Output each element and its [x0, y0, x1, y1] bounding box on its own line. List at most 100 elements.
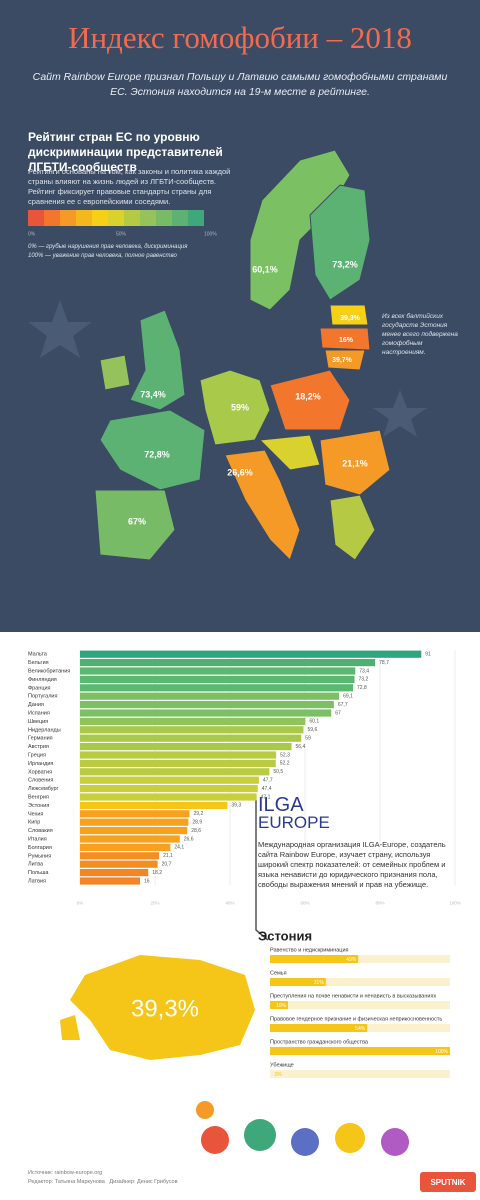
- value-label: 49%: [346, 957, 357, 963]
- value-label: 24,1: [174, 845, 184, 851]
- bar: [80, 717, 306, 725]
- value-label: 56,4: [296, 744, 306, 750]
- map-label: 67%: [128, 516, 146, 526]
- stars: [28, 300, 427, 437]
- category-label: Финляндия: [28, 677, 57, 683]
- category-label: Франция: [28, 685, 51, 691]
- estonia-heading: Эстония: [258, 928, 312, 943]
- legend-scale-label: 50%: [116, 231, 127, 237]
- category-label: Ирландия: [28, 761, 53, 767]
- map-label: 73,2%: [332, 259, 358, 269]
- value-label: 59: [305, 736, 311, 742]
- category-label: Преступления на почве ненависти и ненави…: [270, 993, 436, 999]
- value-label: 50,5: [273, 769, 283, 775]
- subtitle: Сайт Rainbow Europe признал Польшу и Лат…: [32, 71, 448, 98]
- bar: [80, 759, 276, 767]
- x-tick-label: 40%: [225, 900, 234, 905]
- bar: [80, 684, 353, 692]
- bar: [80, 650, 422, 658]
- category-label: Чехия: [28, 811, 43, 817]
- bar-track: [270, 1001, 450, 1009]
- bar: [80, 810, 190, 818]
- map-note: Из всех балтийских государств Эстония ме…: [382, 313, 458, 356]
- value-label: 39,3: [231, 803, 241, 809]
- bar: [80, 734, 302, 742]
- category-label: Греция: [28, 752, 46, 758]
- category-label: Португалия: [28, 694, 58, 700]
- map-label: 16%: [339, 337, 354, 344]
- category-label: Нидерланды: [28, 727, 61, 733]
- category-label: Люксембург: [28, 786, 59, 792]
- bar-track: [270, 1070, 450, 1078]
- map-label: 59%: [231, 402, 249, 412]
- category-label: Словения: [28, 778, 53, 784]
- value-label: 60,1: [309, 719, 319, 725]
- x-tick-label: 0%: [77, 900, 84, 905]
- bar: [270, 955, 359, 963]
- value-label: 100%: [435, 1049, 448, 1055]
- value-label: 73,2: [359, 677, 369, 683]
- category-label: Латвия: [28, 878, 46, 884]
- bar: [270, 1001, 288, 1009]
- legend-swatch: [172, 210, 188, 226]
- category-label: Правовое гендерное признание и физическа…: [270, 1016, 442, 1022]
- value-label: 31%: [314, 980, 325, 986]
- category-label: Германия: [28, 736, 53, 742]
- value-label: 28,9: [192, 820, 202, 826]
- bar: [80, 852, 160, 860]
- value-label: 26,6: [184, 836, 194, 842]
- value-label: 59,6: [308, 727, 318, 733]
- category-label: Испания: [28, 710, 50, 716]
- legend-swatch: [44, 210, 60, 226]
- category-label: Убежище: [270, 1062, 294, 1068]
- logo-box: [420, 1172, 476, 1192]
- bar: [80, 776, 259, 784]
- people-illustration: [196, 1101, 409, 1156]
- value-label: 18,2: [152, 870, 162, 876]
- category-label: Румыния: [28, 853, 51, 859]
- europe-map: [94, 149, 391, 561]
- legend-swatch: [156, 210, 172, 226]
- bar: [80, 785, 258, 793]
- bar: [80, 877, 140, 885]
- section-heading: Рейтинг стран ЕС по уровню дискриминации…: [28, 130, 223, 174]
- category-label: Мальта: [28, 652, 48, 658]
- estonia-map-label: 39,3%: [131, 995, 199, 1022]
- x-tick-label: 80%: [375, 900, 384, 905]
- value-label: 0%: [275, 1072, 283, 1078]
- legend-scale-label: 0%: [28, 231, 36, 237]
- category-label: Словакия: [28, 828, 53, 834]
- value-label: 91: [425, 652, 431, 658]
- legend-swatch: [188, 210, 204, 226]
- bar: [80, 818, 189, 826]
- category-label: Кипр: [28, 820, 40, 826]
- legend-swatch: [28, 210, 44, 226]
- bar: [80, 827, 188, 835]
- category-label: Польша: [28, 870, 49, 876]
- ilga-text: Международная организация ILGA-Europe, с…: [258, 840, 446, 889]
- category-label: Австрия: [28, 744, 49, 750]
- map-label: 60,1%: [252, 264, 278, 274]
- bar: [80, 835, 180, 843]
- bar: [270, 1047, 450, 1055]
- map-label: 72,8%: [144, 449, 170, 459]
- legend-swatch: [60, 210, 76, 226]
- map-label: 26,6%: [227, 467, 253, 477]
- map-label: 39,7%: [332, 357, 353, 364]
- category-label: Бельгия: [28, 660, 49, 666]
- category-label: Швеция: [28, 719, 48, 725]
- map-label: 39,3%: [340, 315, 361, 322]
- bar: [270, 978, 326, 986]
- category-label: Великобритания: [28, 668, 70, 674]
- estonia-map: [70, 955, 255, 1060]
- legend-swatch: [76, 210, 92, 226]
- value-label: 67: [335, 710, 341, 716]
- bar-track: [270, 955, 450, 963]
- callout-line: [255, 800, 269, 941]
- x-tick-label: 100%: [449, 900, 461, 905]
- bar: [80, 743, 292, 751]
- category-label: Хорватия: [28, 769, 52, 775]
- section-description: Рейтинги основаны на том, как законы и п…: [28, 167, 231, 206]
